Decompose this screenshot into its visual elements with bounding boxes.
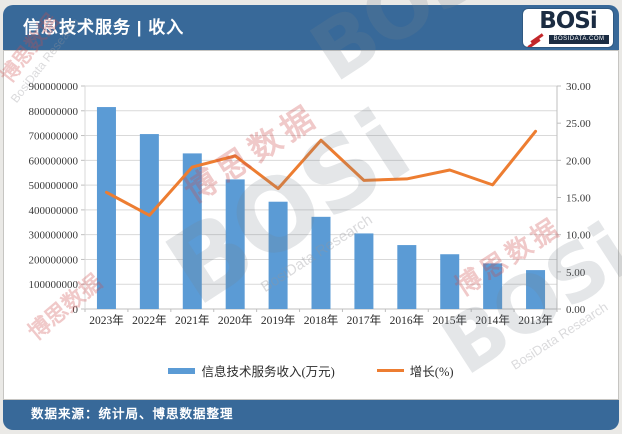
left-axis-label: 700000000 (29, 131, 79, 143)
x-axis-label: 2020年 (218, 313, 253, 327)
growth-line (104, 129, 538, 217)
bar-2016年 (397, 245, 417, 309)
logo-domain: BOSIDATA.COM (549, 35, 609, 44)
left-axis-label: 500000000 (29, 180, 79, 192)
right-axis-label: 5.00 (566, 267, 586, 279)
bar-2013年 (526, 270, 546, 309)
bar-2022年 (139, 134, 159, 309)
logo-stripes-icon (527, 33, 547, 47)
bar-2015年 (440, 254, 460, 309)
right-axis-label: 0.00 (566, 304, 586, 316)
left-axis-label: 900000000 (29, 81, 79, 93)
logo-text: BOSi (539, 9, 598, 34)
data-source-text: 数据来源：统计局、博思数据整理 (31, 407, 234, 421)
bar-2021年 (182, 153, 202, 309)
bar-2023年 (96, 107, 116, 309)
left-axis-label: 200000000 (29, 254, 79, 266)
chart-card: 0 100000000 200000000 300000000 400000000 500… (3, 50, 619, 400)
left-axis-label: 600000000 (29, 155, 79, 167)
x-axis-label: 2017年 (347, 313, 382, 327)
x-axis-label: 2016年 (390, 313, 425, 327)
right-axis-label: 15.00 (566, 193, 591, 205)
bar-2017年 (354, 233, 374, 309)
left-axis-label: 300000000 (29, 230, 79, 242)
chart-legend: 信息技术服务收入(万元) 增长(%) (4, 361, 618, 380)
x-axis-label: 2015年 (432, 313, 467, 327)
bosi-logo: BOSi BOSIDATA.COM (523, 9, 613, 47)
x-axis-label: 2014年 (475, 313, 510, 327)
combo-chart: 0 100000000 200000000 300000000 400000000 500… (29, 81, 592, 327)
right-axis-label: 25.00 (566, 118, 591, 130)
bar-2019年 (268, 201, 288, 309)
left-axis-label: 400000000 (29, 205, 79, 217)
legend-item-growth: 增长(%) (376, 361, 454, 380)
right-axis-label: 30.00 (566, 81, 591, 93)
x-axis-label: 2019年 (261, 313, 296, 327)
x-axis-label: 2018年 (304, 313, 339, 327)
legend-bar-label: 信息技术服务收入(万元) (201, 365, 335, 379)
x-axis-label: 2023年 (89, 313, 124, 327)
legend-line-swatch (376, 369, 404, 372)
x-axis-label: 2022年 (132, 313, 167, 327)
x-axis-label: 2021年 (175, 313, 210, 327)
bar-2018年 (311, 216, 331, 309)
left-axis-label: 100000000 (29, 279, 79, 291)
legend-bar-swatch (168, 367, 196, 374)
bar-2014年 (483, 263, 503, 309)
header-bar: 信息技术服务 | 收入 BOSi BOSIDATA.COM (3, 5, 619, 50)
legend-line-label: 增长(%) (409, 365, 454, 379)
bar-2020年 (225, 179, 245, 309)
right-axis-label: 10.00 (566, 230, 591, 242)
legend-item-revenue: 信息技术服务收入(万元) (168, 361, 335, 380)
left-axis-label: 800000000 (29, 106, 79, 118)
page-title: 信息技术服务 | 收入 (23, 18, 185, 37)
left-axis-label: 0 (73, 304, 79, 316)
footer-bar: 数据来源：统计局、博思数据整理 (3, 400, 619, 430)
x-axis-label: 2013年 (518, 313, 553, 327)
right-axis-label: 20.00 (566, 155, 591, 167)
